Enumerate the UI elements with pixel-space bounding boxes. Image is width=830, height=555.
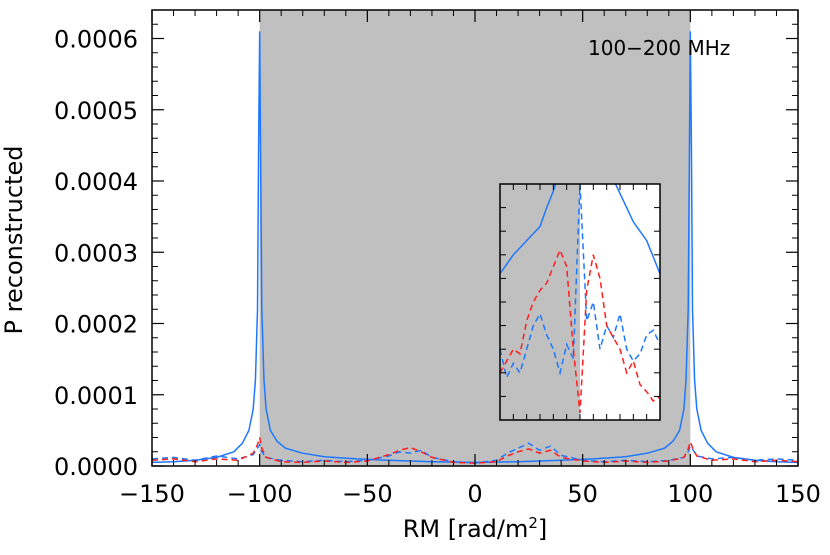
x-tick-label: −50 (342, 480, 393, 508)
inset-shaded-region (500, 184, 580, 420)
inset-plot (499, 183, 661, 421)
x-tick-label: −100 (227, 480, 293, 508)
x-tick-label: −150 (119, 480, 185, 508)
y-tick-label: 0.0000 (54, 453, 138, 481)
y-axis-title: P reconstructed (0, 146, 28, 335)
y-tick-labels: 0.0000 0.0001 0.0002 0.0003 0.0004 0.0005 0.00… (54, 26, 138, 482)
x-tick-labels: −150 −100 −50 0 50 100 150 (119, 480, 821, 508)
band-annotation: 100−200 MHz (588, 36, 730, 60)
inset-ticks (499, 183, 661, 421)
y-tick-label: 0.0001 (54, 382, 138, 410)
x-axis-title: RM [rad/m2] (403, 514, 548, 543)
inset-inset-blue-solid (500, 184, 660, 275)
series-line-blue-dashed (152, 442, 798, 464)
y-tick-label: 0.0004 (54, 168, 138, 196)
x-tick-label: 150 (775, 480, 821, 508)
x-tick-label: 50 (567, 480, 598, 508)
inset-inset-red-dashed (500, 248, 660, 413)
inset-series-group (500, 184, 660, 413)
x-tick-label: 100 (667, 480, 713, 508)
series-line-red-dashed (152, 437, 798, 464)
inset-inset-blue-dashed (500, 184, 660, 380)
y-tick-label: 0.0003 (54, 239, 138, 267)
y-tick-label: 0.0002 (54, 311, 138, 339)
y-tick-label: 0.0006 (54, 26, 138, 54)
axis-ticks (151, 9, 799, 467)
y-tick-label: 0.0005 (54, 97, 138, 125)
x-tick-label: 0 (467, 480, 482, 508)
